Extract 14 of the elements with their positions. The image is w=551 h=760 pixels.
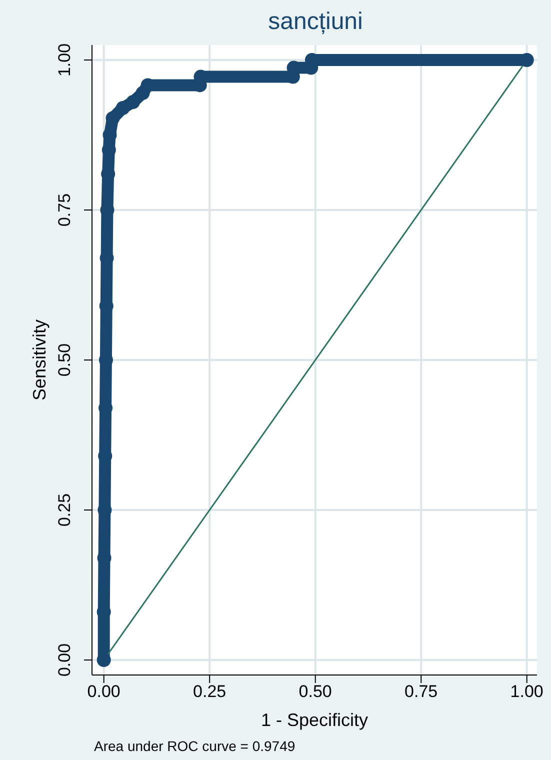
x-tick-label: 0.50 [298,682,332,702]
x-axis-title: 1 - Specificity [260,710,370,731]
text: Area under ROC curve = 0.9749 [94,738,296,754]
y-tick-label: 0.25 [55,493,74,527]
y-tick-label: 1.00 [55,43,74,77]
y-axis-title: Sensitivity [30,319,50,401]
x-tick-label: 0.00 [87,682,120,702]
y-tick-label: 0.00 [55,643,74,677]
x-tick-label: 0.75 [404,682,438,702]
x-tick-label: 1.00 [510,682,544,702]
y-tick-label: 0.75 [55,193,74,227]
x-tick-label: 0.25 [193,682,226,702]
y-tick-label: 0.50 [55,343,74,377]
chart-title: sancțiuni [267,8,364,36]
